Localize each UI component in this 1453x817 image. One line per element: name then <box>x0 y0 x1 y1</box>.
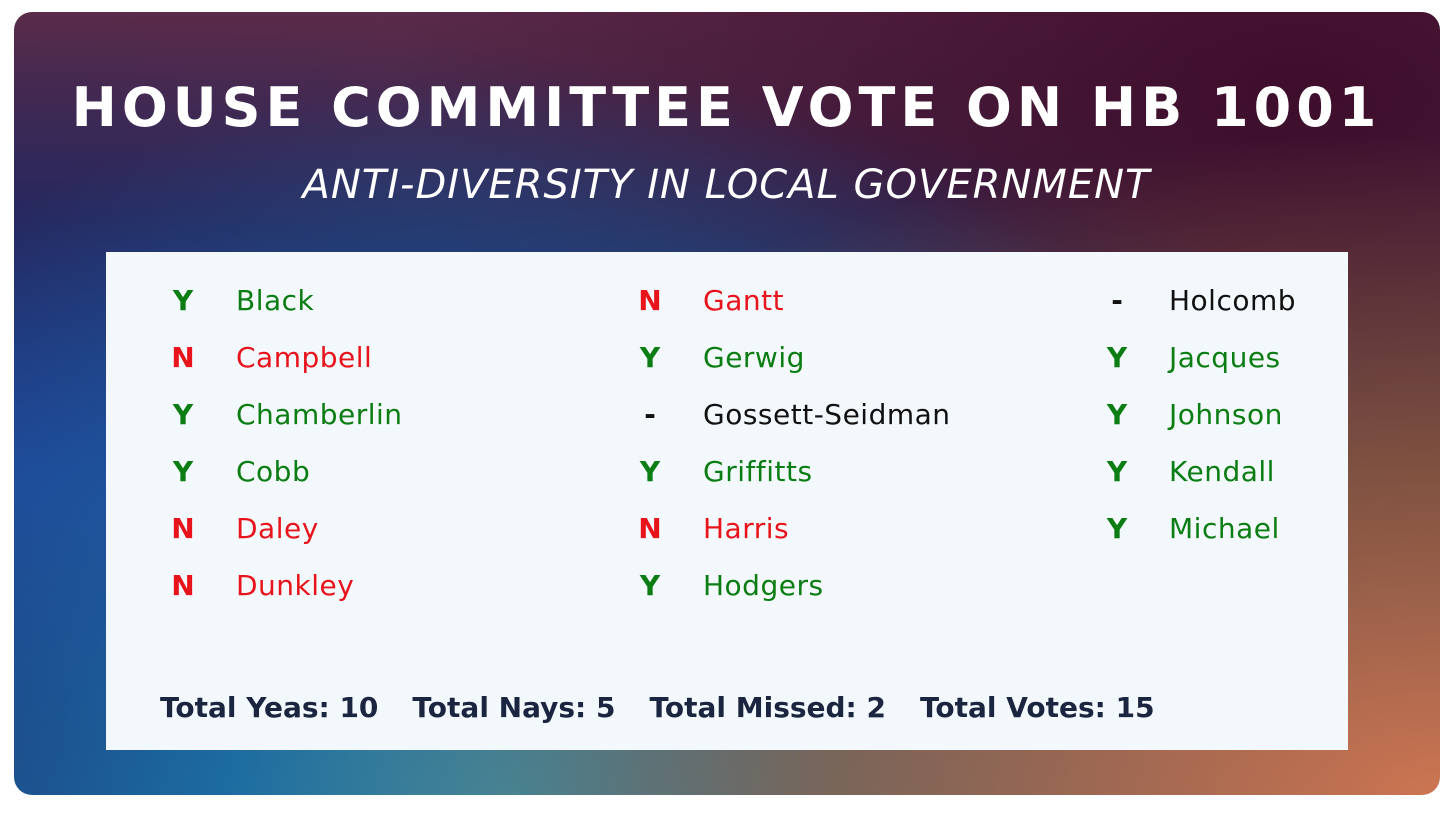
member-name: Jacques <box>1169 341 1281 374</box>
member-name: Johnson <box>1169 398 1283 431</box>
vote-mark: Y <box>1106 398 1128 431</box>
vote-mark: N <box>171 512 195 545</box>
member-name: Black <box>236 284 315 317</box>
title: HOUSE COMMITTEE VOTE ON HB 1001 <box>71 76 1382 139</box>
vote-mark: Y <box>1106 512 1128 545</box>
member-name: Harris <box>703 512 790 545</box>
vote-mark: Y <box>1106 341 1128 374</box>
subtitle: ANTI-DIVERSITY IN LOCAL GOVERNMENT <box>302 162 1151 208</box>
member-name: Michael <box>1169 512 1280 545</box>
vote-mark: Y <box>639 341 661 374</box>
member-name: Gerwig <box>703 341 805 374</box>
total: Total Missed: 2 <box>649 691 886 724</box>
member-name: Cobb <box>236 455 311 488</box>
member-name: Gossett-Seidman <box>703 398 951 431</box>
vote-mark: Y <box>1106 455 1128 488</box>
vote-panel <box>106 252 1348 750</box>
vote-mark: N <box>638 284 662 317</box>
member-name: Kendall <box>1169 455 1275 488</box>
vote-mark: Y <box>172 284 194 317</box>
member-name: Hodgers <box>703 569 824 602</box>
vote-mark: - <box>1111 284 1123 317</box>
member-name: Griffitts <box>703 455 813 488</box>
member-name: Holcomb <box>1169 284 1297 317</box>
member-name: Campbell <box>236 341 373 374</box>
vote-mark: N <box>171 341 195 374</box>
vote-mark: Y <box>639 569 661 602</box>
member-name: Chamberlin <box>236 398 403 431</box>
vote-mark: - <box>644 398 656 431</box>
vote-mark: Y <box>172 398 194 431</box>
totals: Total Yeas: 10 Total Nays: 5 Total Missed:… <box>160 690 1155 726</box>
total: Total Votes: 15 <box>919 691 1155 724</box>
vote-mark: Y <box>172 455 194 488</box>
total: Total Yeas: 10 <box>160 691 379 724</box>
vote-mark: N <box>171 569 195 602</box>
vote-mark: Y <box>639 455 661 488</box>
total: Total Nays: 5 <box>412 691 616 724</box>
member-name: Daley <box>236 512 319 545</box>
member-name: Gantt <box>703 284 785 317</box>
member-name: Dunkley <box>236 569 355 602</box>
vote-mark: N <box>638 512 662 545</box>
